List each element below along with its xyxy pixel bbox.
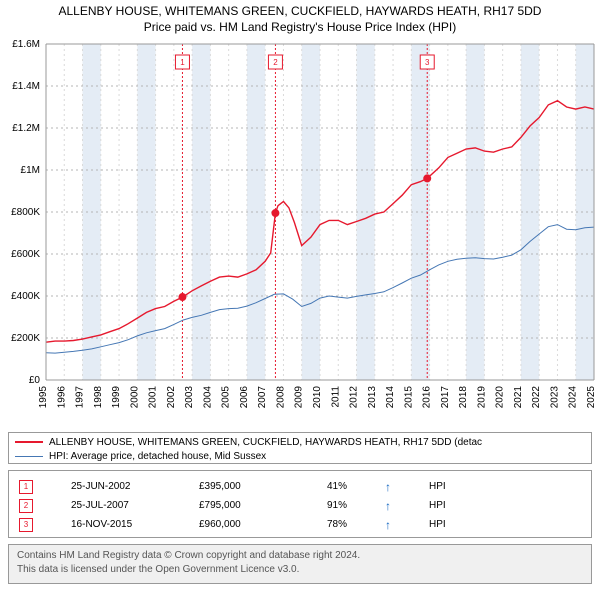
svg-text:2007: 2007 [257,386,268,409]
sale-pct-1: 41% [317,481,347,492]
sale-suffix-1: HPI [429,481,446,492]
up-arrow-icon: ↑ [385,480,391,494]
legend-label-red: ALLENBY HOUSE, WHITEMANS GREEN, CUCKFIEL… [49,437,482,448]
svg-text:£1.6M: £1.6M [12,40,40,50]
svg-text:1998: 1998 [93,386,104,409]
svg-text:2020: 2020 [495,386,506,409]
sales-row-1: 1 25-JUN-2002 £395,000 41% ↑ HPI [19,477,581,496]
svg-text:2: 2 [273,58,278,67]
svg-text:2006: 2006 [239,386,250,409]
svg-text:2023: 2023 [549,386,560,409]
legend-row-1: ALLENBY HOUSE, WHITEMANS GREEN, CUCKFIEL… [15,435,585,449]
svg-text:£400K: £400K [11,291,40,302]
svg-text:2005: 2005 [221,386,232,409]
attribution-footer: Contains HM Land Registry data © Crown c… [8,544,592,584]
svg-text:2010: 2010 [312,386,323,409]
svg-text:2021: 2021 [513,386,524,409]
sale-suffix-2: HPI [429,500,446,511]
svg-text:2004: 2004 [202,386,213,409]
legend-box: ALLENBY HOUSE, WHITEMANS GREEN, CUCKFIEL… [8,432,592,464]
svg-text:1999: 1999 [111,386,122,409]
legend-swatch-blue [15,456,43,457]
legend-label-blue: HPI: Average price, detached house, Mid … [49,451,266,462]
svg-text:2019: 2019 [476,386,487,409]
svg-text:2017: 2017 [440,386,451,409]
svg-text:£200K: £200K [11,333,40,344]
svg-text:2000: 2000 [129,386,140,409]
sale-date-3: 16-NOV-2015 [71,519,161,530]
svg-text:2016: 2016 [422,386,433,409]
sale-date-2: 25-JUL-2007 [71,500,161,511]
sale-price-2: £795,000 [199,500,279,511]
svg-text:2002: 2002 [166,386,177,409]
svg-text:1: 1 [180,58,185,67]
sale-marker-1: 1 [19,480,33,494]
svg-text:1996: 1996 [56,386,67,409]
svg-text:2003: 2003 [184,386,195,409]
svg-text:£800K: £800K [11,207,40,218]
sale-price-1: £395,000 [199,481,279,492]
sale-marker-3: 3 [19,518,33,532]
svg-text:2014: 2014 [385,386,396,409]
svg-text:1997: 1997 [75,386,86,409]
svg-text:2025: 2025 [586,386,597,409]
svg-text:£1.4M: £1.4M [12,81,40,92]
sales-row-3: 3 16-NOV-2015 £960,000 78% ↑ HPI [19,515,581,534]
legend-row-2: HPI: Average price, detached house, Mid … [15,449,585,463]
price-chart: £0 £200K £400K £600K £800K £1M £1.2M £1.4M £1.6M… [0,40,600,430]
svg-text:1995: 1995 [38,386,49,409]
sale-pct-3: 78% [317,519,347,530]
svg-text:£600K: £600K [11,249,40,260]
svg-text:£0: £0 [29,375,41,386]
svg-text:3: 3 [425,58,430,67]
sales-table: 1 25-JUN-2002 £395,000 41% ↑ HPI 2 25-JU… [8,470,592,538]
up-arrow-icon: ↑ [385,499,391,513]
svg-text:£1M: £1M [21,165,40,176]
svg-text:2024: 2024 [568,386,579,409]
svg-text:£1.2M: £1.2M [12,123,40,134]
sale-pct-2: 91% [317,500,347,511]
footer-line-1: Contains HM Land Registry data © Crown c… [17,549,583,563]
svg-text:2008: 2008 [275,386,286,409]
svg-text:2011: 2011 [330,386,341,408]
sale-date-1: 25-JUN-2002 [71,481,161,492]
svg-text:2018: 2018 [458,386,469,409]
svg-text:2022: 2022 [531,386,542,409]
svg-text:2013: 2013 [367,386,378,409]
sale-price-3: £960,000 [199,519,279,530]
title-line-1: ALLENBY HOUSE, WHITEMANS GREEN, CUCKFIEL… [0,4,600,20]
footer-line-2: This data is licensed under the Open Gov… [17,563,583,577]
svg-text:2009: 2009 [294,386,305,409]
chart-title-block: ALLENBY HOUSE, WHITEMANS GREEN, CUCKFIEL… [0,0,600,35]
title-line-2: Price paid vs. HM Land Registry's House … [0,20,600,36]
svg-text:2015: 2015 [403,386,414,409]
up-arrow-icon: ↑ [385,518,391,532]
sale-marker-2: 2 [19,499,33,513]
svg-text:2001: 2001 [148,386,159,409]
sale-suffix-3: HPI [429,519,446,530]
legend-swatch-red [15,441,43,443]
svg-text:2012: 2012 [349,386,360,409]
sales-row-2: 2 25-JUL-2007 £795,000 91% ↑ HPI [19,496,581,515]
